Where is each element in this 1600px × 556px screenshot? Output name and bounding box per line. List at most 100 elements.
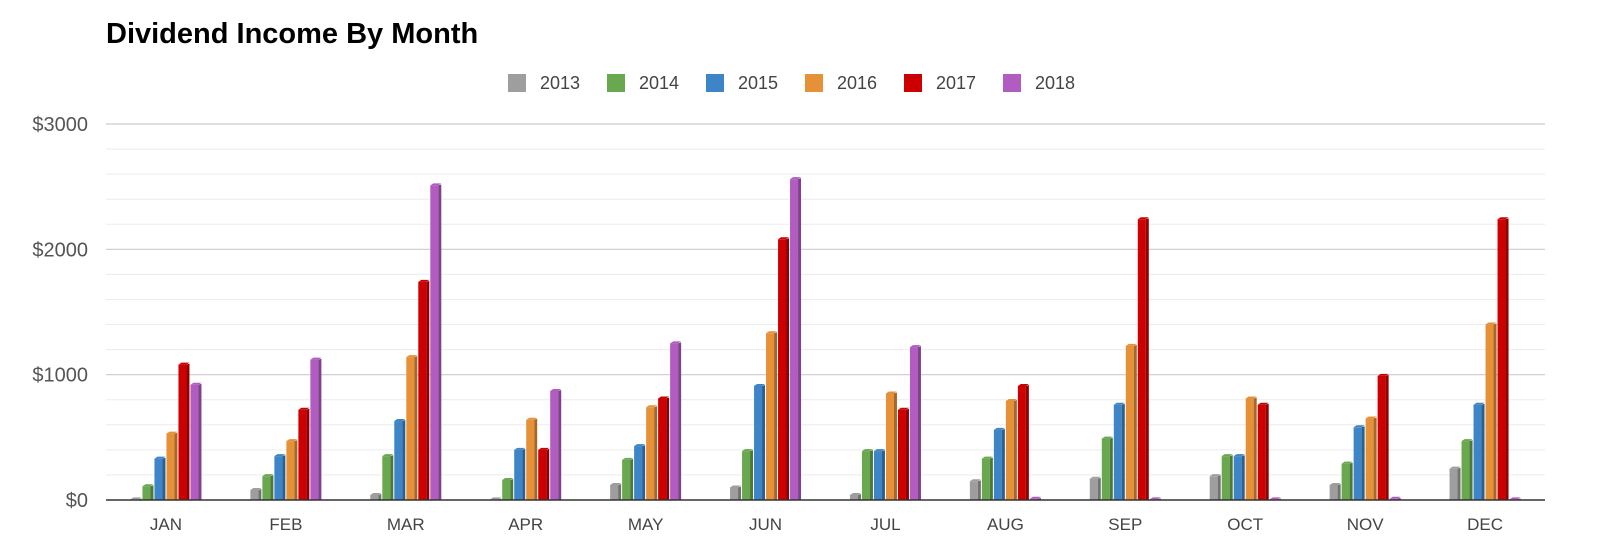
bar-2016-apr (526, 417, 538, 500)
x-tick-label: AUG (987, 515, 1024, 534)
bar-2016-jan (166, 431, 178, 500)
bar-2017-nov (1377, 373, 1389, 500)
bar-2017-aug (1017, 383, 1029, 500)
legend-item-2014: 2014 (607, 71, 679, 95)
bar-top (634, 444, 646, 447)
bar-side (1481, 403, 1485, 500)
bar-top (382, 454, 394, 457)
x-tick-label: JUL (870, 515, 900, 534)
bar-face (730, 487, 739, 500)
bar-top (646, 405, 658, 408)
bar-top (1269, 497, 1281, 500)
x-tick-label: MAR (387, 515, 425, 534)
bar-side (198, 383, 202, 500)
x-tick-label: MAY (628, 515, 664, 534)
x-tick-label: JUN (749, 515, 782, 534)
bar-face (1221, 456, 1230, 500)
bar-side (414, 356, 418, 500)
bar-2016-aug (1005, 398, 1017, 500)
bar-face (610, 484, 619, 500)
legend-label: 2015 (738, 72, 779, 93)
legend-swatch (1003, 74, 1021, 92)
bar-side (654, 406, 658, 500)
bar-face (634, 446, 643, 500)
bar-side (738, 486, 742, 500)
bar-2016-jun (766, 331, 778, 500)
bar-2017-jan (178, 362, 190, 500)
bar-top (622, 457, 634, 460)
bar-2016-may (646, 405, 658, 500)
bar-side (1109, 437, 1113, 500)
bar-side (294, 440, 298, 500)
bar-2017-dec (1497, 217, 1509, 500)
bar-2014-aug (981, 456, 993, 500)
bar-top (406, 355, 418, 358)
y-tick-label: $0 (66, 490, 88, 512)
bar-face (274, 456, 283, 500)
bar-side (1001, 428, 1005, 500)
bar-face (1365, 418, 1374, 500)
bar-2013-sep (1089, 476, 1101, 500)
bar-side (1349, 462, 1353, 500)
bar-top (430, 183, 442, 186)
bar-side (270, 475, 274, 500)
bar-top (1449, 466, 1461, 469)
bar-2018-may (670, 341, 682, 500)
x-tick-label: DEC (1467, 515, 1503, 534)
bar-top (742, 449, 754, 452)
bar-2015-jan (154, 456, 166, 500)
bar-face (1209, 476, 1218, 500)
y-tick-label: $3000 (32, 114, 88, 136)
bar-top (754, 383, 766, 386)
y-tick-label: $1000 (32, 365, 88, 387)
bar-side (378, 493, 382, 500)
bar-2015-apr (514, 447, 526, 500)
bar-side (618, 483, 622, 500)
bar-face (178, 364, 187, 500)
bar-2014-oct (1221, 454, 1233, 500)
bar-face (1341, 463, 1350, 500)
bar-face (538, 449, 547, 500)
bar-top (514, 447, 526, 450)
bar-top (873, 449, 885, 452)
bar-face (981, 458, 990, 500)
bar-2018-jun (790, 177, 802, 500)
bar-face (1377, 375, 1386, 500)
bar-2014-nov (1341, 461, 1353, 500)
bar-2014-jul (861, 449, 873, 500)
legend-swatch (607, 74, 625, 92)
bar-side (905, 408, 909, 500)
bar-face (849, 494, 858, 500)
bar-side (546, 448, 550, 500)
bar-side (282, 455, 286, 500)
bar-2017-sep (1137, 217, 1149, 500)
bar-top (1005, 398, 1017, 401)
bar-top (490, 497, 502, 500)
legend-swatch (706, 74, 724, 92)
legend-item-2015: 2015 (706, 71, 778, 95)
bar-top (849, 492, 861, 495)
bar-face (1125, 345, 1134, 500)
bar-top (1365, 416, 1377, 419)
bar-2014-apr (502, 477, 514, 500)
bar-face (1233, 456, 1242, 500)
bar-2017-jul (897, 407, 909, 500)
bar-side (162, 457, 166, 500)
bar-face (502, 479, 511, 500)
bar-face (861, 451, 870, 500)
bar-top (766, 331, 778, 334)
bar-top (909, 345, 921, 348)
bar-top (993, 427, 1005, 430)
bar-face (1113, 404, 1122, 500)
bar-side (510, 478, 514, 500)
bar-side (1385, 374, 1389, 500)
bar-2015-feb (274, 454, 286, 500)
bar-side (642, 445, 646, 500)
bar-2013-feb (250, 487, 262, 500)
bar-2018-mar (430, 183, 442, 500)
bar-top (1233, 454, 1245, 457)
bar-face (1461, 441, 1470, 500)
x-tick-label: JAN (150, 515, 182, 534)
bar-side (1241, 455, 1245, 500)
